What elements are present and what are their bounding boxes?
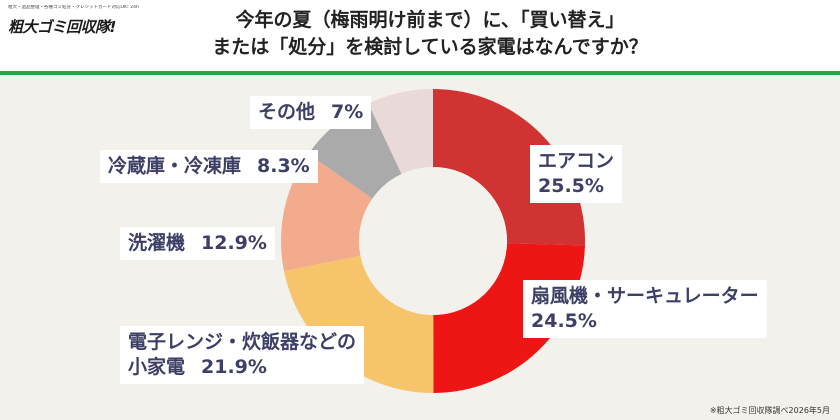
slice-name: 冷蔵庫・冷凍庫 [108,155,242,177]
slice-name: 扇風機・サーキュレーター [531,285,759,307]
logo-tagline: 粗大・遺品整理・各種ゴミ処分・クレジットカード対応OK! 24h [8,5,139,10]
slice-name: その他 [258,101,316,123]
slice-value: 7% [331,101,364,123]
donut-slice-5 [368,89,433,175]
chart-title: 今年の夏（梅雨明け前まで）に、「買い替え」 または「処分」を検討している家電はな… [150,7,710,61]
donut-slice-2 [284,255,434,393]
slice-value: 12.9% [201,232,267,254]
slice-label-small-appliances: 電子レンジ・炊飯器などの 小家電 21.9% [120,326,365,384]
slice-name: 電子レンジ・炊飯器などの [128,331,357,353]
slice-label-washer: 洗濯機 12.9% [120,227,275,260]
donut-slice-0 [433,89,586,246]
slice-label-fridge: 冷蔵庫・冷凍庫 8.3% [100,150,318,183]
logo: 粗大・遺品整理・各種ゴミ処分・クレジットカード対応OK! 24h 粗大ゴミ回収隊… [8,5,148,45]
donut-hole [359,167,507,315]
slice-value: 8.3% [257,155,310,177]
donut-slice-4 [308,103,402,199]
slice-name: エアコン [538,150,615,172]
header-bar [0,0,840,74]
slice-label-other: その他 7% [250,96,372,129]
slice-name: 洗濯機 [128,232,186,254]
slice-label-aircon: エアコン 25.5% [530,145,623,203]
chart-title-line2: または「処分」を検討している家電はなんですか？ [212,36,648,58]
donut-slice-3 [281,153,373,272]
logo-name: 粗大ゴミ回収隊! [8,18,116,36]
slice-value: 24.5% [531,310,597,332]
slice-label-fan: 扇風機・サーキュレーター 24.5% [523,280,767,338]
slice-value: 21.9% [201,356,267,378]
slice-value: 25.5% [538,175,604,197]
header-divider [0,71,840,75]
source-footnote: ※粗大ゴミ回収隊調べ2026年5月 [709,406,830,415]
chart-title-line1: 今年の夏（梅雨明け前まで）に、「買い替え」 [235,9,625,31]
slice-name-line2: 小家電 [128,356,186,378]
